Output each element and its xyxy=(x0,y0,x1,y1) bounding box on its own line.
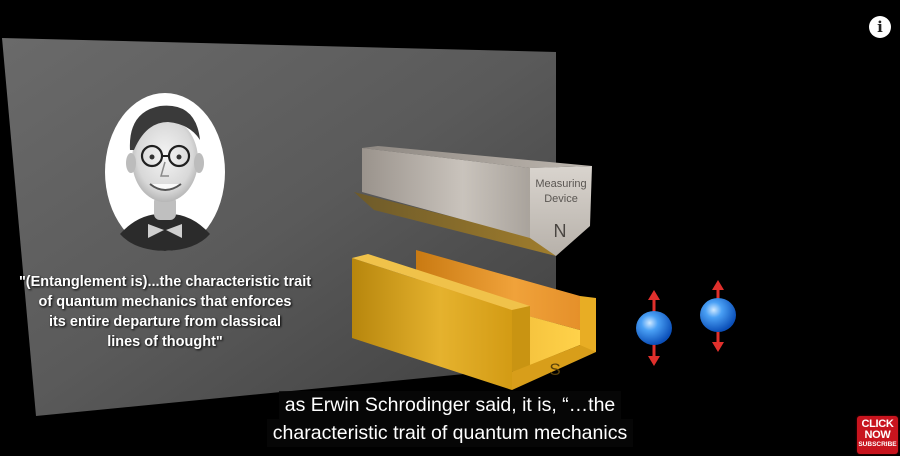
north-pole-label: N xyxy=(554,221,567,241)
south-pole-label: S xyxy=(549,360,560,379)
quote-line: lines of thought" xyxy=(107,334,223,350)
device-label: Measuring xyxy=(535,178,586,190)
device-label: Device xyxy=(544,193,578,205)
badge-text: CLICK xyxy=(861,418,894,430)
schrodinger-quote: "(Entanglement is)...the characteristic … xyxy=(0,272,330,352)
particle-right xyxy=(700,280,736,352)
info-icon[interactable]: i xyxy=(869,16,891,38)
schrodinger-portrait xyxy=(105,93,225,251)
quote-line: of quantum mechanics that enforces xyxy=(38,294,292,310)
measuring-device-magnet: Measuring Device N xyxy=(354,146,592,256)
subscribe-button[interactable]: CLICK NOW SUBSCRIBE xyxy=(857,416,898,454)
quote-line: "(Entanglement is)...the characteristic … xyxy=(18,274,312,290)
south-magnet: S xyxy=(352,250,596,390)
particle-left xyxy=(636,290,672,366)
closed-captions: as Erwin Schrodinger said, it is, “…the … xyxy=(0,391,900,447)
badge-text: SUBSCRIBE xyxy=(858,441,897,448)
badge-text: NOW xyxy=(864,429,891,441)
caption-line: characteristic trait of quantum mechanic… xyxy=(266,419,634,447)
quote-line: its entire departure from classical xyxy=(48,314,282,330)
caption-line: as Erwin Schrodinger said, it is, “…the xyxy=(278,391,622,419)
